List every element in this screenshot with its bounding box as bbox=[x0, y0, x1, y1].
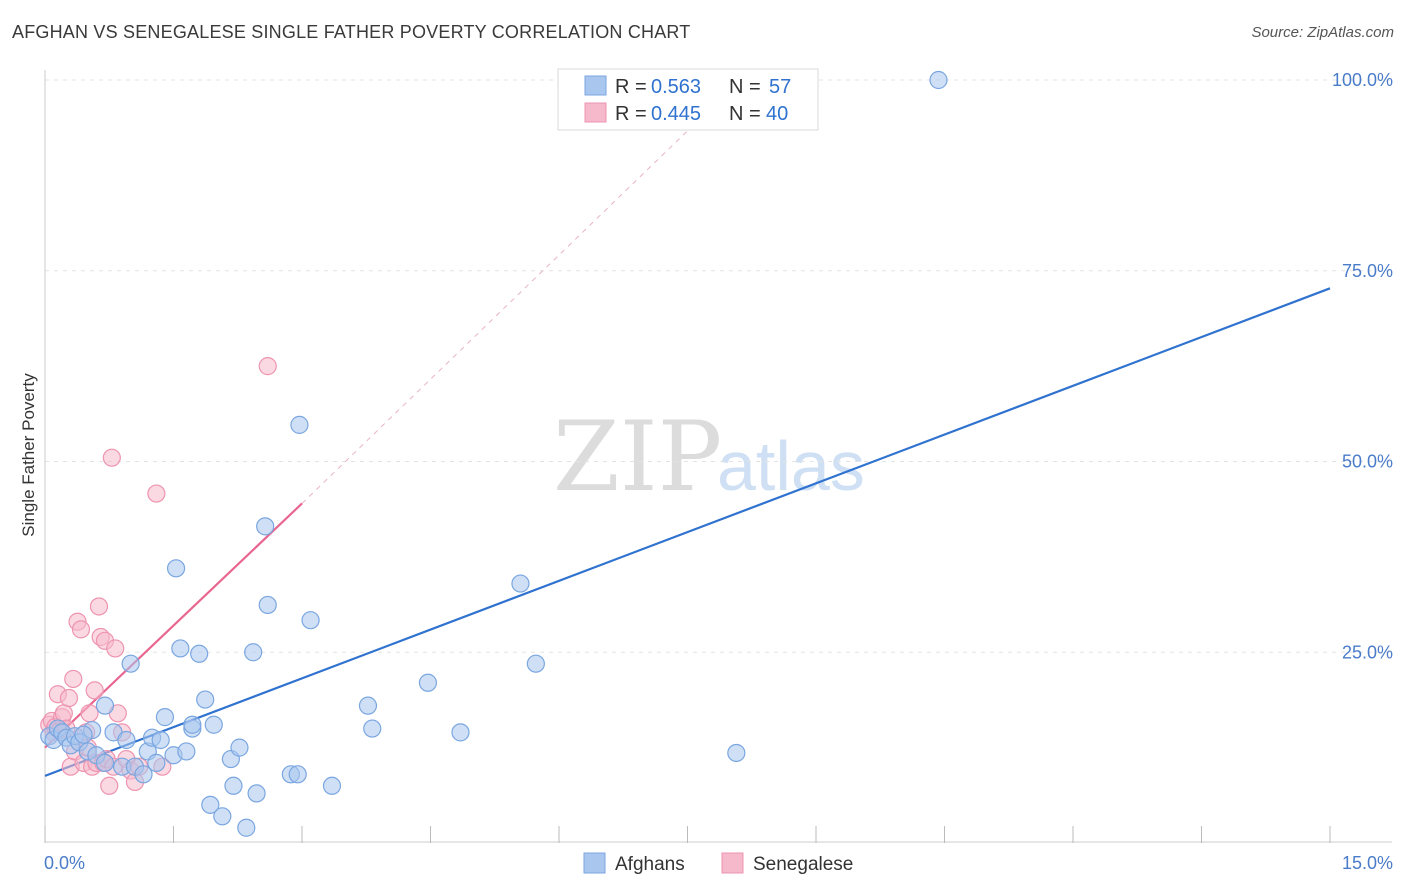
senegalese-point bbox=[85, 681, 104, 700]
afghans-point bbox=[183, 715, 202, 734]
x-tick-label-min: 0.0% bbox=[44, 853, 85, 873]
afghans-point bbox=[290, 415, 309, 434]
afghans-point bbox=[151, 730, 170, 750]
legend-afghans-r-label: R = bbox=[615, 76, 647, 98]
y-tick-label: 25.0% bbox=[1342, 642, 1393, 662]
senegalese-point bbox=[147, 484, 166, 503]
bottom-legend: Afghans Senegalese bbox=[583, 852, 853, 875]
afghans-point bbox=[301, 611, 320, 630]
afghans-point bbox=[363, 719, 382, 738]
afghans-point bbox=[511, 574, 530, 593]
bottom-legend-swatch-senegalese bbox=[721, 852, 744, 874]
bottom-legend-swatch-afghans bbox=[583, 852, 606, 874]
legend-afghans-n-label: N = bbox=[729, 76, 761, 98]
afghans-point bbox=[117, 730, 136, 750]
axes bbox=[44, 70, 1392, 843]
legend-afghans-n-value: 57 bbox=[769, 76, 791, 98]
afghans-point bbox=[929, 70, 948, 90]
legend-senegalese-r-value: 0.445 bbox=[651, 103, 701, 125]
senegalese-point bbox=[258, 357, 277, 376]
afghans-point bbox=[204, 715, 223, 734]
senegalese-point bbox=[54, 704, 73, 723]
afghans-point bbox=[224, 776, 243, 795]
senegalese-point bbox=[59, 688, 79, 708]
y-axis-label: Single Father Poverty bbox=[19, 373, 38, 537]
afghans-point bbox=[256, 517, 275, 536]
afghans-point bbox=[177, 742, 196, 761]
afghans-point bbox=[155, 708, 175, 727]
afghans-point bbox=[213, 807, 232, 826]
y-tick-label: 75.0% bbox=[1342, 261, 1393, 281]
senegalese-point bbox=[89, 597, 109, 616]
afghans-point bbox=[95, 753, 115, 772]
legend-swatch-afghans bbox=[584, 75, 607, 96]
afghans-point bbox=[190, 644, 209, 663]
afghans-point bbox=[418, 673, 438, 692]
afghans-point bbox=[196, 690, 215, 709]
afghans-point bbox=[121, 654, 140, 673]
senegalese-trend-extension bbox=[301, 113, 705, 504]
afghans-point bbox=[95, 696, 115, 715]
legend-senegalese-n-label: N = bbox=[729, 103, 761, 125]
x-tick-label-max: 15.0% bbox=[1342, 853, 1393, 873]
senegalese-point bbox=[80, 704, 99, 723]
senegalese-point bbox=[100, 776, 119, 795]
afghans-points bbox=[40, 70, 948, 837]
afghans-point bbox=[244, 643, 263, 662]
afghans-point bbox=[171, 639, 190, 658]
afghans-point bbox=[247, 784, 266, 803]
y-tick-label: 100.0% bbox=[1332, 70, 1393, 90]
chart-title: AFGHAN VS SENEGALESE SINGLE FATHER POVER… bbox=[12, 22, 691, 42]
senegalese-point bbox=[106, 639, 125, 658]
legend-senegalese-r-label: R = bbox=[615, 103, 647, 125]
afghans-point bbox=[166, 559, 186, 578]
afghans-point bbox=[727, 743, 746, 763]
afghans-point bbox=[288, 765, 307, 784]
chart-source: Source: ZipAtlas.com bbox=[1251, 24, 1394, 41]
afghans-point bbox=[258, 595, 277, 615]
afghans-point bbox=[147, 753, 166, 772]
afghans-point bbox=[358, 696, 378, 715]
bottom-legend-afghans: Afghans bbox=[615, 854, 685, 875]
bottom-legend-senegalese: Senegalese bbox=[753, 854, 853, 875]
legend-afghans-r-value: 0.563 bbox=[651, 76, 701, 98]
afghans-trend-line bbox=[44, 287, 1331, 777]
watermark-zip: ZIP bbox=[553, 401, 722, 513]
afghans-point bbox=[451, 723, 470, 742]
tick-labels: 25.0% 50.0% 75.0% 100.0% 0.0% 15.0% bbox=[44, 70, 1393, 873]
senegalese-point bbox=[71, 620, 91, 639]
senegalese-point bbox=[102, 448, 121, 467]
y-tick-label: 50.0% bbox=[1342, 452, 1393, 472]
afghans-point bbox=[237, 818, 256, 837]
afghans-point bbox=[134, 765, 153, 784]
legend: R = 0.563 N = 57 R = 0.445 N = 40 bbox=[557, 68, 819, 131]
senegalese-point bbox=[64, 669, 83, 689]
gridlines bbox=[45, 79, 1392, 653]
afghans-point bbox=[201, 795, 220, 814]
afghans-point bbox=[74, 725, 93, 744]
afghans-point bbox=[230, 738, 249, 757]
legend-senegalese-n-value: 40 bbox=[766, 103, 788, 125]
legend-swatch-senegalese bbox=[584, 102, 607, 123]
afghans-point bbox=[322, 776, 342, 795]
afghans-point bbox=[526, 654, 545, 673]
